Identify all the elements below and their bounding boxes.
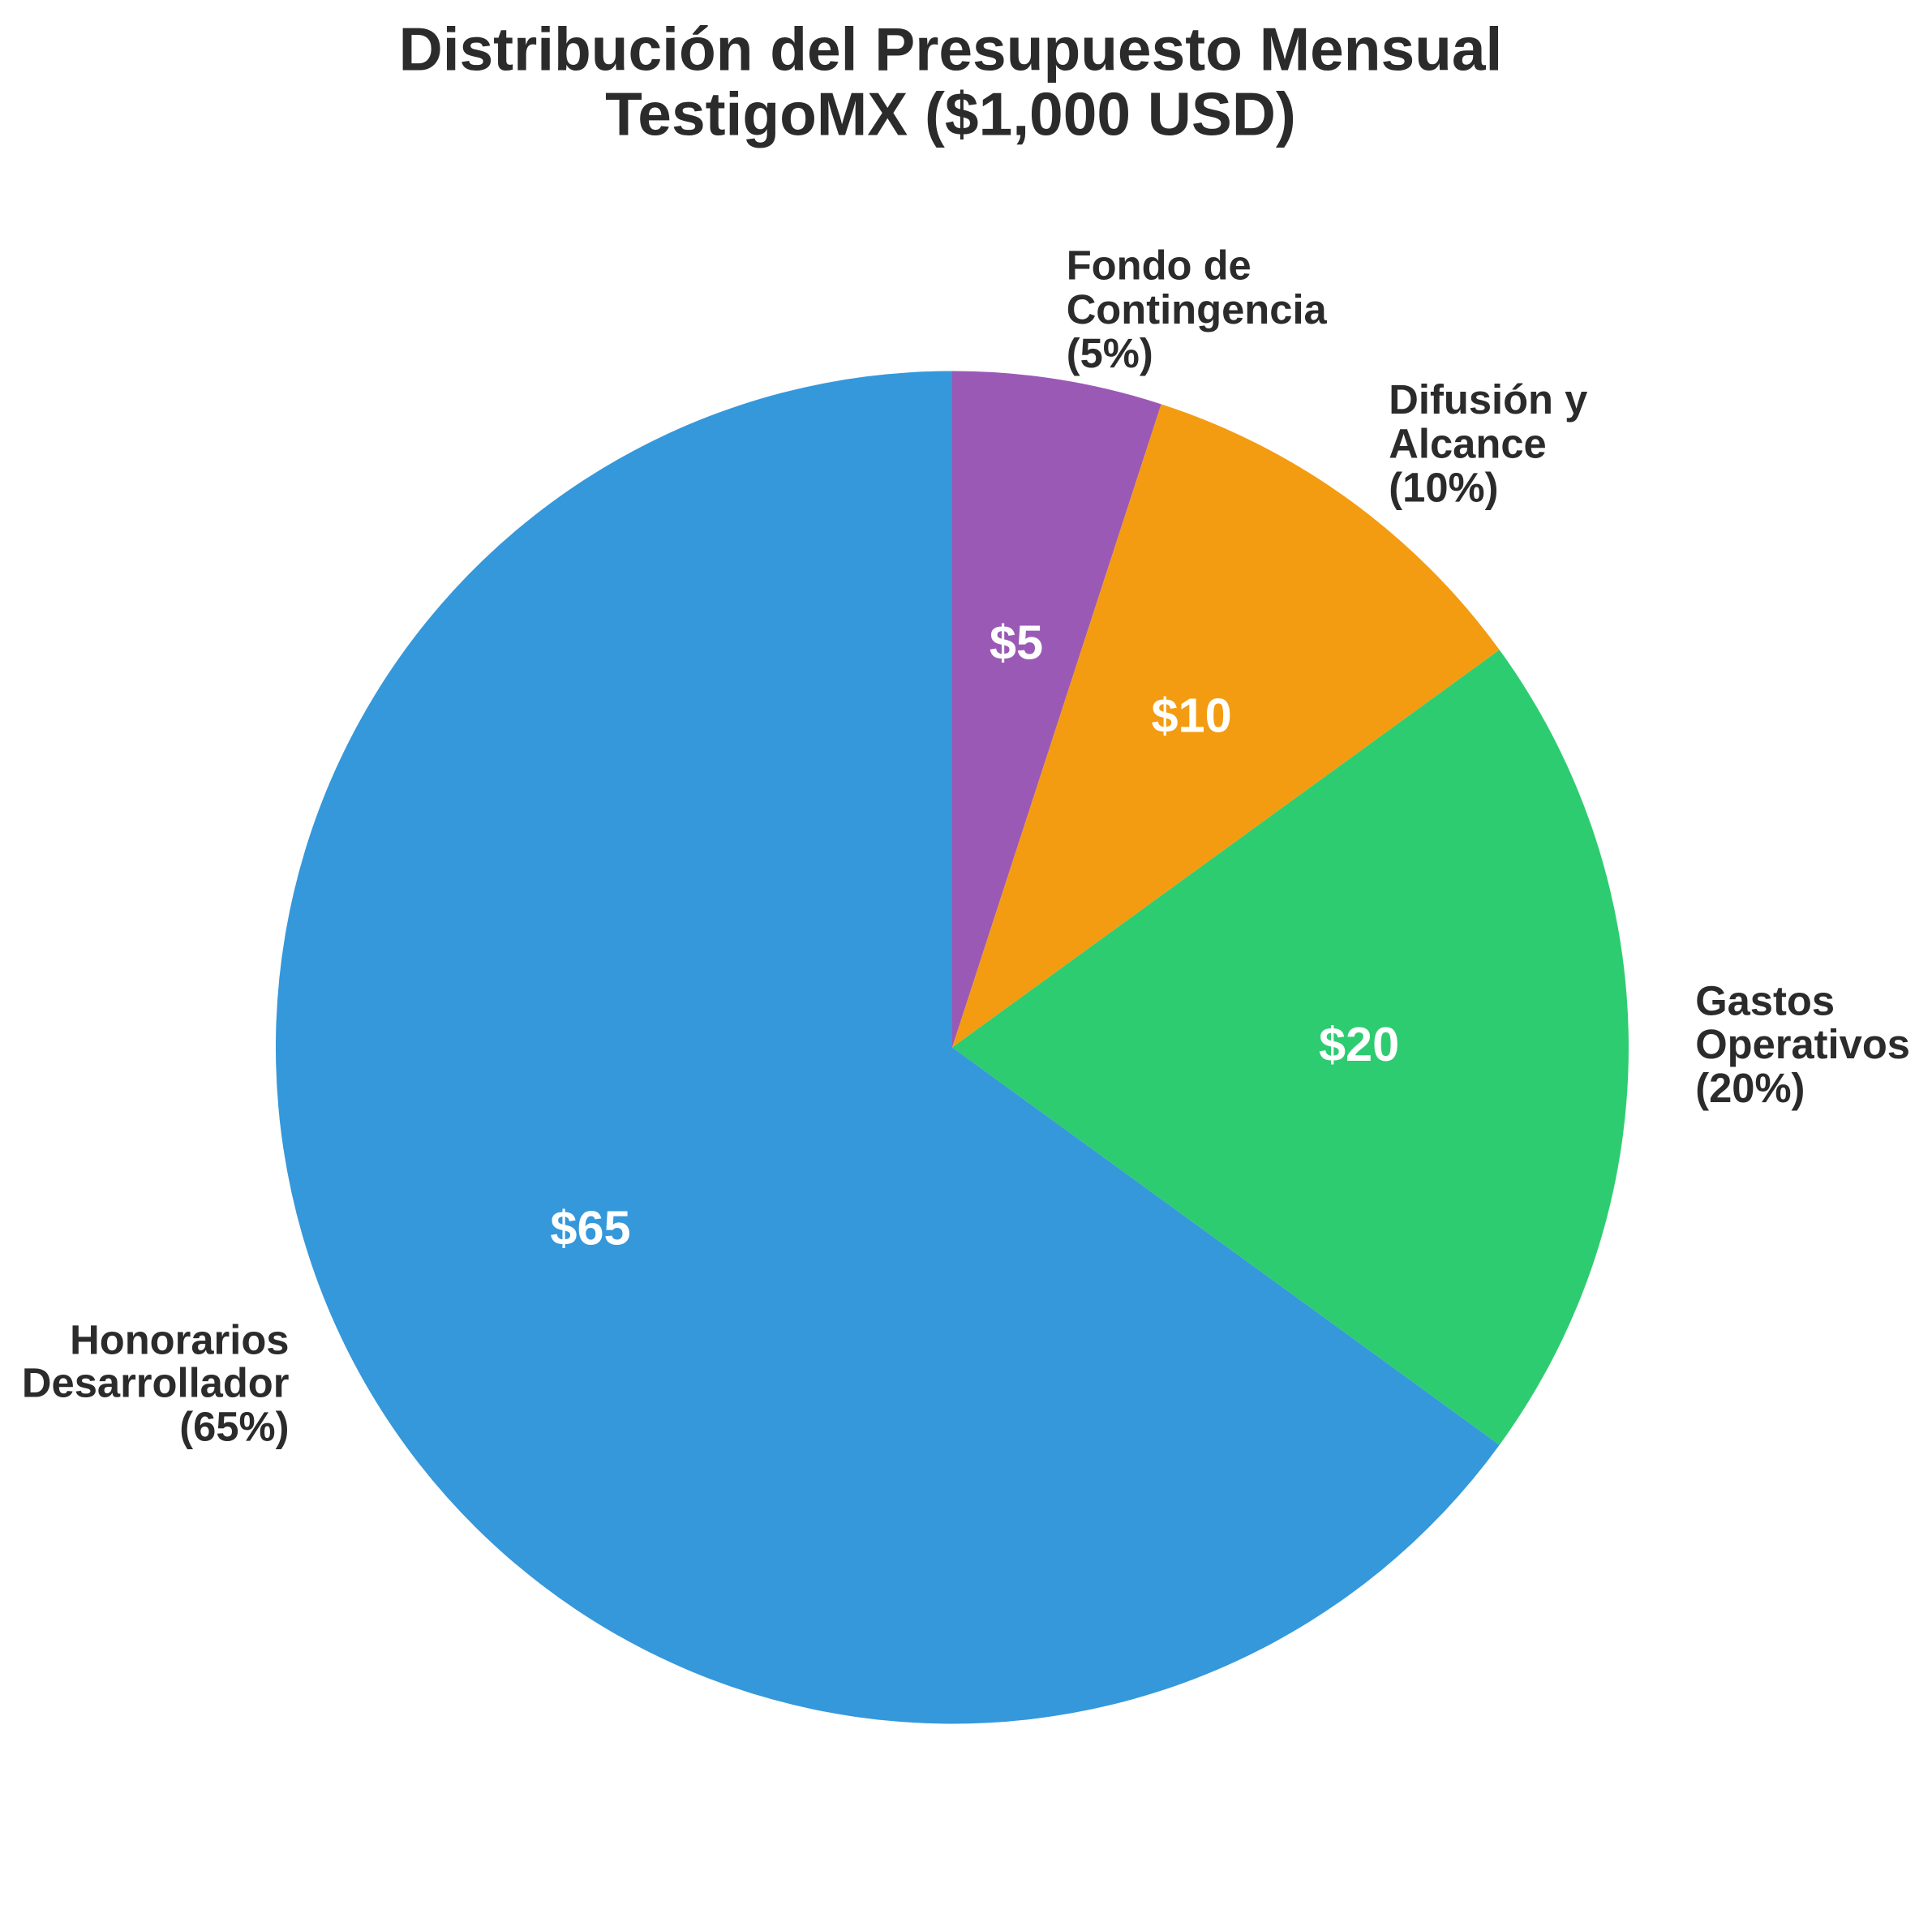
- svg-text:$65: $65: [550, 1201, 630, 1255]
- svg-text:TestigoMX ($1,000 USD): TestigoMX ($1,000 USD): [605, 79, 1296, 148]
- svg-text:(10%): (10%): [1389, 465, 1498, 511]
- svg-text:Difusión y: Difusión y: [1389, 376, 1587, 423]
- svg-text:$5: $5: [990, 616, 1043, 670]
- svg-text:(20%): (20%): [1695, 1065, 1805, 1111]
- svg-text:$20: $20: [1319, 1017, 1399, 1071]
- svg-text:Alcance: Alcance: [1389, 420, 1546, 466]
- svg-text:(5%): (5%): [1067, 330, 1153, 376]
- svg-text:Gastos: Gastos: [1695, 978, 1835, 1024]
- svg-text:Operativos: Operativos: [1695, 1021, 1910, 1067]
- svg-text:Honorarios: Honorarios: [70, 1316, 289, 1362]
- svg-text:Contingencia: Contingencia: [1067, 286, 1328, 333]
- svg-text:$10: $10: [1151, 689, 1231, 743]
- svg-text:Fondo de: Fondo de: [1067, 242, 1252, 289]
- svg-text:Desarrollador: Desarrollador: [22, 1360, 290, 1406]
- svg-text:(65%): (65%): [179, 1404, 289, 1450]
- svg-text:Distribución del Presupuesto M: Distribución del Presupuesto Mensual: [399, 15, 1503, 83]
